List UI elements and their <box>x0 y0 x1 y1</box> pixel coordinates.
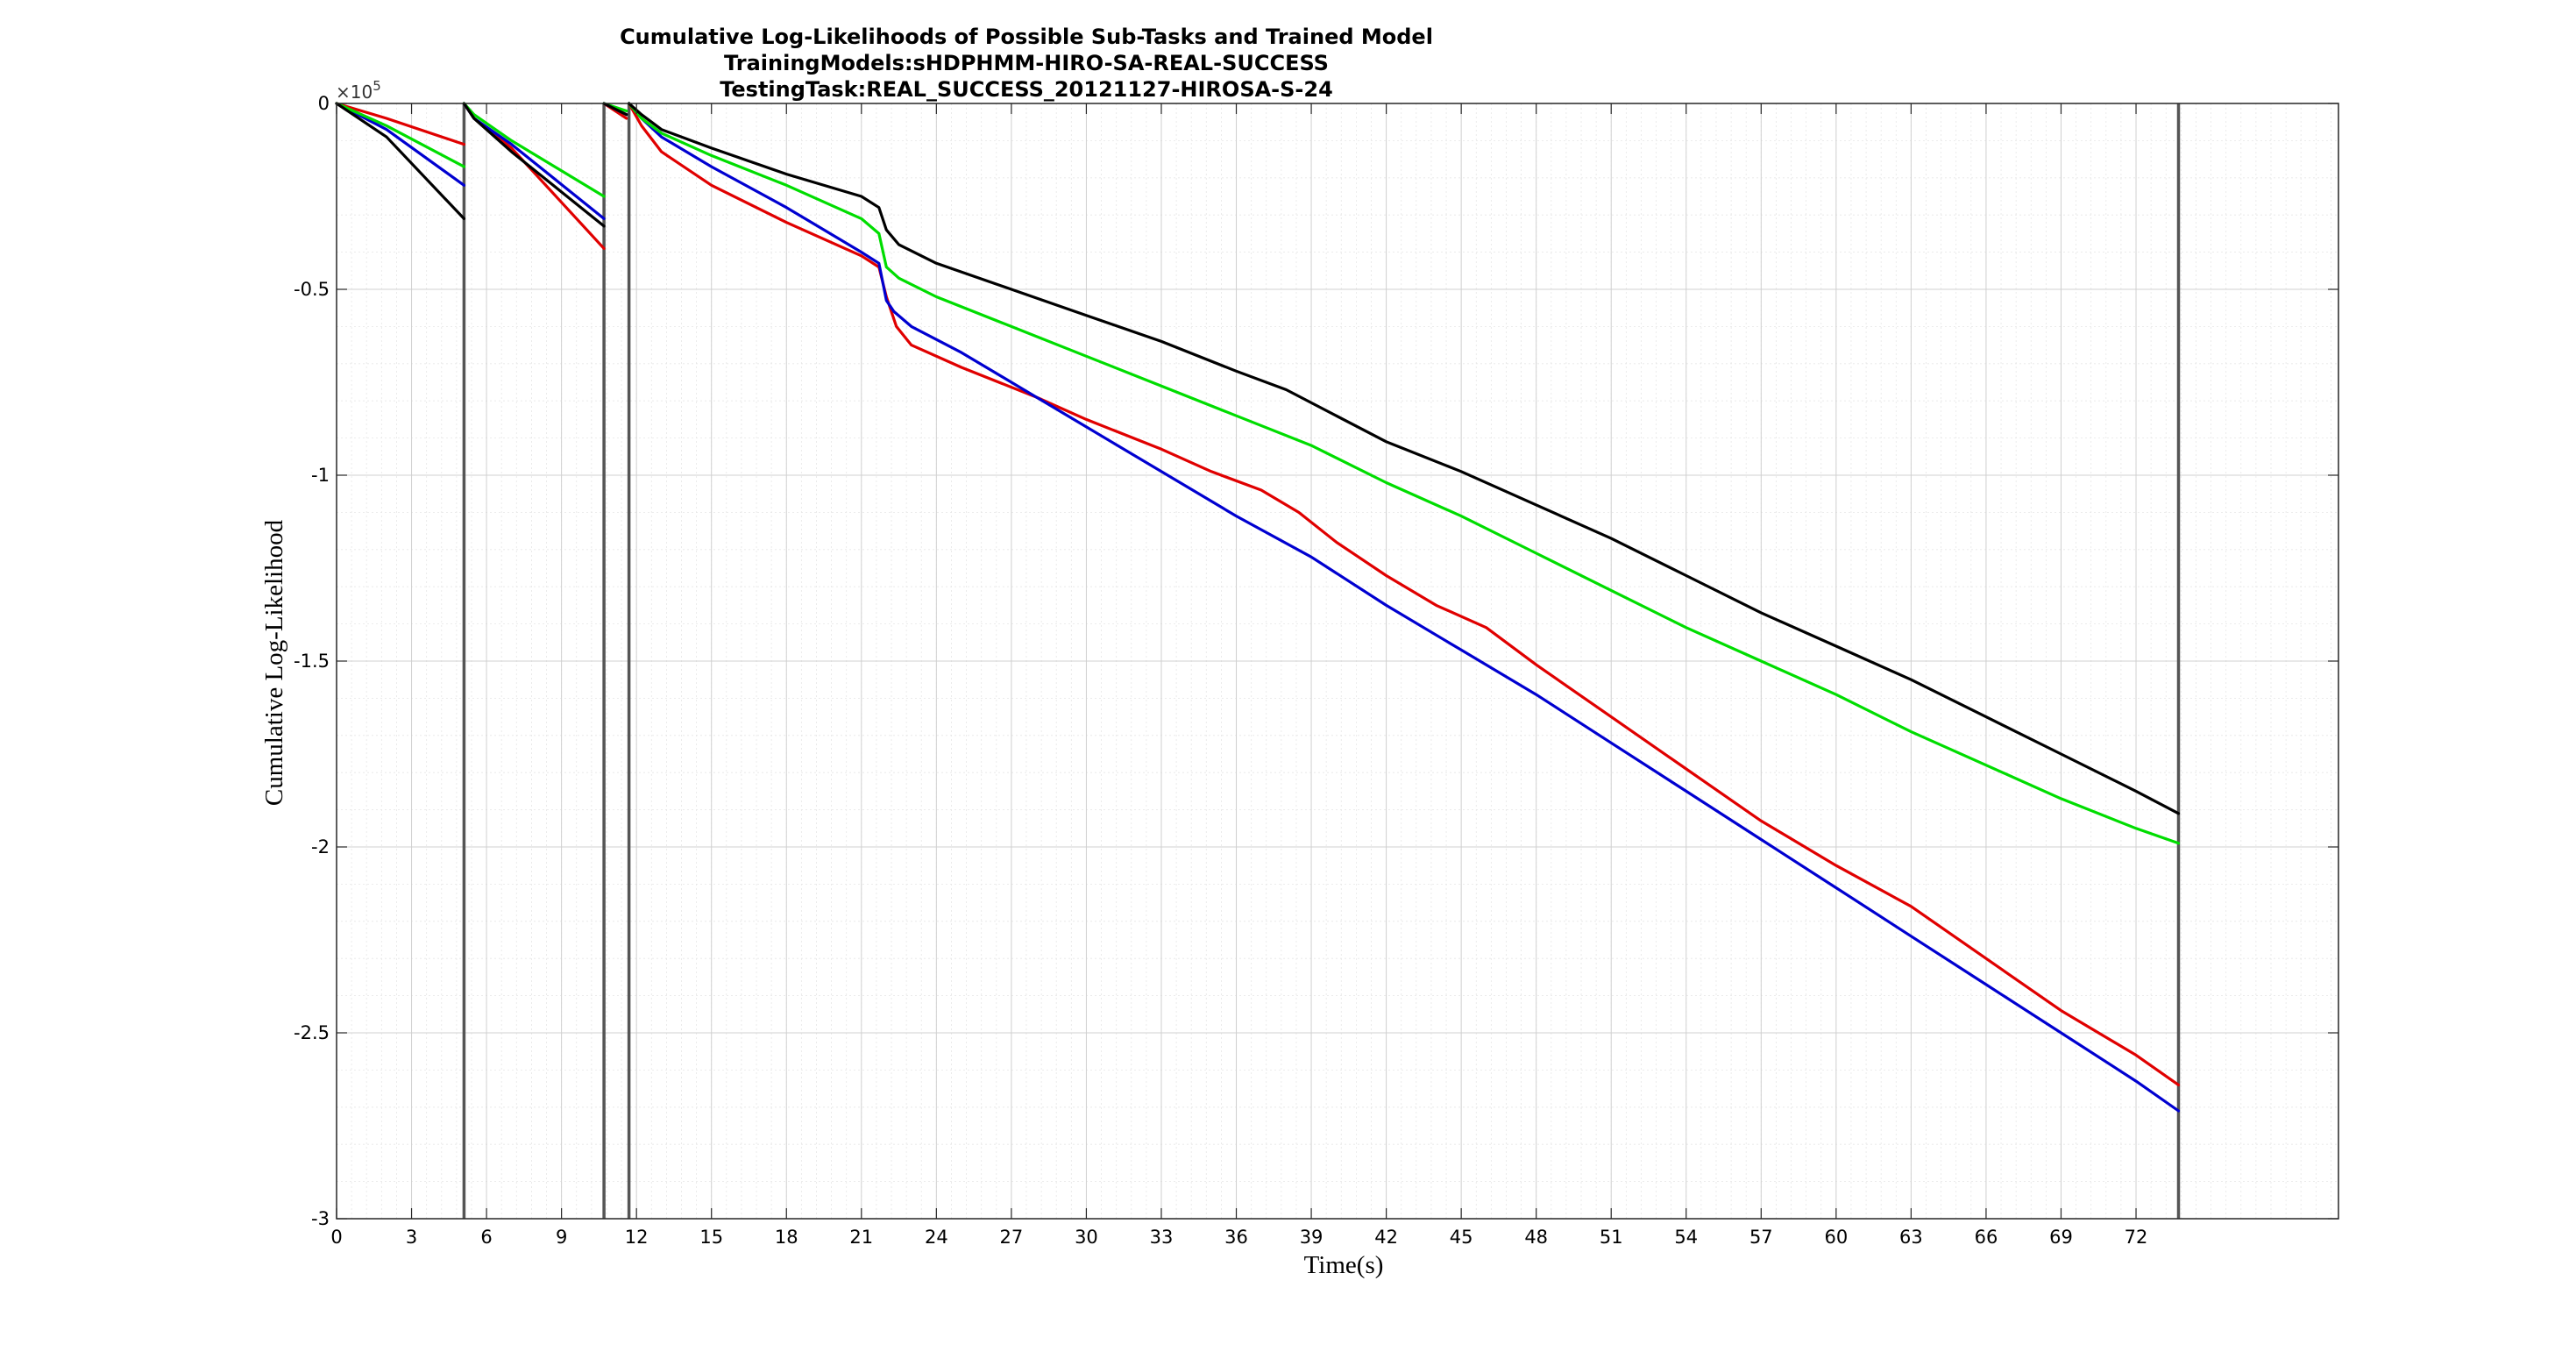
x-tick-label: 48 <box>1524 1227 1548 1248</box>
x-tick-label: 21 <box>849 1227 873 1248</box>
x-tick-label: 45 <box>1450 1227 1473 1248</box>
y-axis-label: Cumulative Log-Likelihood <box>260 519 288 806</box>
x-tick-label: 6 <box>480 1227 492 1248</box>
chart-title-line-3: TestingTask:REAL_SUCCESS_20121127-HIROSA… <box>720 77 1333 102</box>
x-tick-label: 42 <box>1374 1227 1398 1248</box>
y-tick-label: -1 <box>311 465 330 486</box>
series-3-line <box>335 102 466 168</box>
y-tick-label: -2.5 <box>294 1022 330 1043</box>
grid <box>336 103 2338 1220</box>
series-3-line <box>627 102 2181 845</box>
vertical-markers <box>462 103 2181 1219</box>
x-tick-label: 57 <box>1749 1227 1773 1248</box>
x-tick-label: 0 <box>330 1227 342 1248</box>
series-4-line <box>627 102 2181 815</box>
series-2-line <box>627 102 2181 1113</box>
series-4-line <box>462 102 606 228</box>
series-1-line <box>335 102 466 146</box>
axis-ticks: 0 3 6 9 12 15 18 21 24 27 30 33 36 39 42 45 48 51 54 57 60 63… <box>294 93 2338 1248</box>
chart-title-line-2: TrainingModels:sHDPHMM-HIRO-SA-REAL-SUCC… <box>724 51 1329 75</box>
x-tick-label: 72 <box>2125 1227 2148 1248</box>
x-tick-label: 12 <box>625 1227 649 1248</box>
y-tick-label: -2 <box>311 836 330 857</box>
x-tick-label: 36 <box>1224 1227 1248 1248</box>
y-axis-exponent: ×105 <box>336 78 381 103</box>
x-tick-label: 27 <box>1000 1227 1024 1248</box>
y-axis-exponent-power: 5 <box>373 78 381 94</box>
y-tick-label: -3 <box>311 1208 330 1229</box>
x-tick-label: 63 <box>1899 1227 1923 1248</box>
series-4-line <box>335 102 466 220</box>
x-tick-label: 15 <box>699 1227 723 1248</box>
data-series <box>335 102 2181 1113</box>
x-tick-label: 54 <box>1674 1227 1698 1248</box>
x-tick-label: 51 <box>1600 1227 1623 1248</box>
x-axis-label: Time(s) <box>1304 1251 1384 1279</box>
chart-title-line-1: Cumulative Log-Likelihoods of Possible S… <box>620 25 1433 49</box>
x-tick-label: 3 <box>406 1227 417 1248</box>
x-tick-label: 33 <box>1150 1227 1174 1248</box>
y-axis-exponent-base: ×10 <box>336 82 373 103</box>
series-4-line <box>602 102 628 117</box>
x-tick-label: 30 <box>1075 1227 1098 1248</box>
y-tick-label: -1.5 <box>294 651 330 672</box>
x-tick-label: 39 <box>1300 1227 1323 1248</box>
x-tick-label: 60 <box>1824 1227 1848 1248</box>
x-tick-label: 24 <box>925 1227 948 1248</box>
x-tick-label: 69 <box>2049 1227 2073 1248</box>
x-tick-label: 9 <box>556 1227 567 1248</box>
x-tick-label: 66 <box>1975 1227 1998 1248</box>
y-tick-label: 0 <box>318 93 330 114</box>
series-1-line <box>627 102 2181 1087</box>
x-tick-label: 18 <box>775 1227 798 1248</box>
y-tick-label: -0.5 <box>294 279 330 300</box>
